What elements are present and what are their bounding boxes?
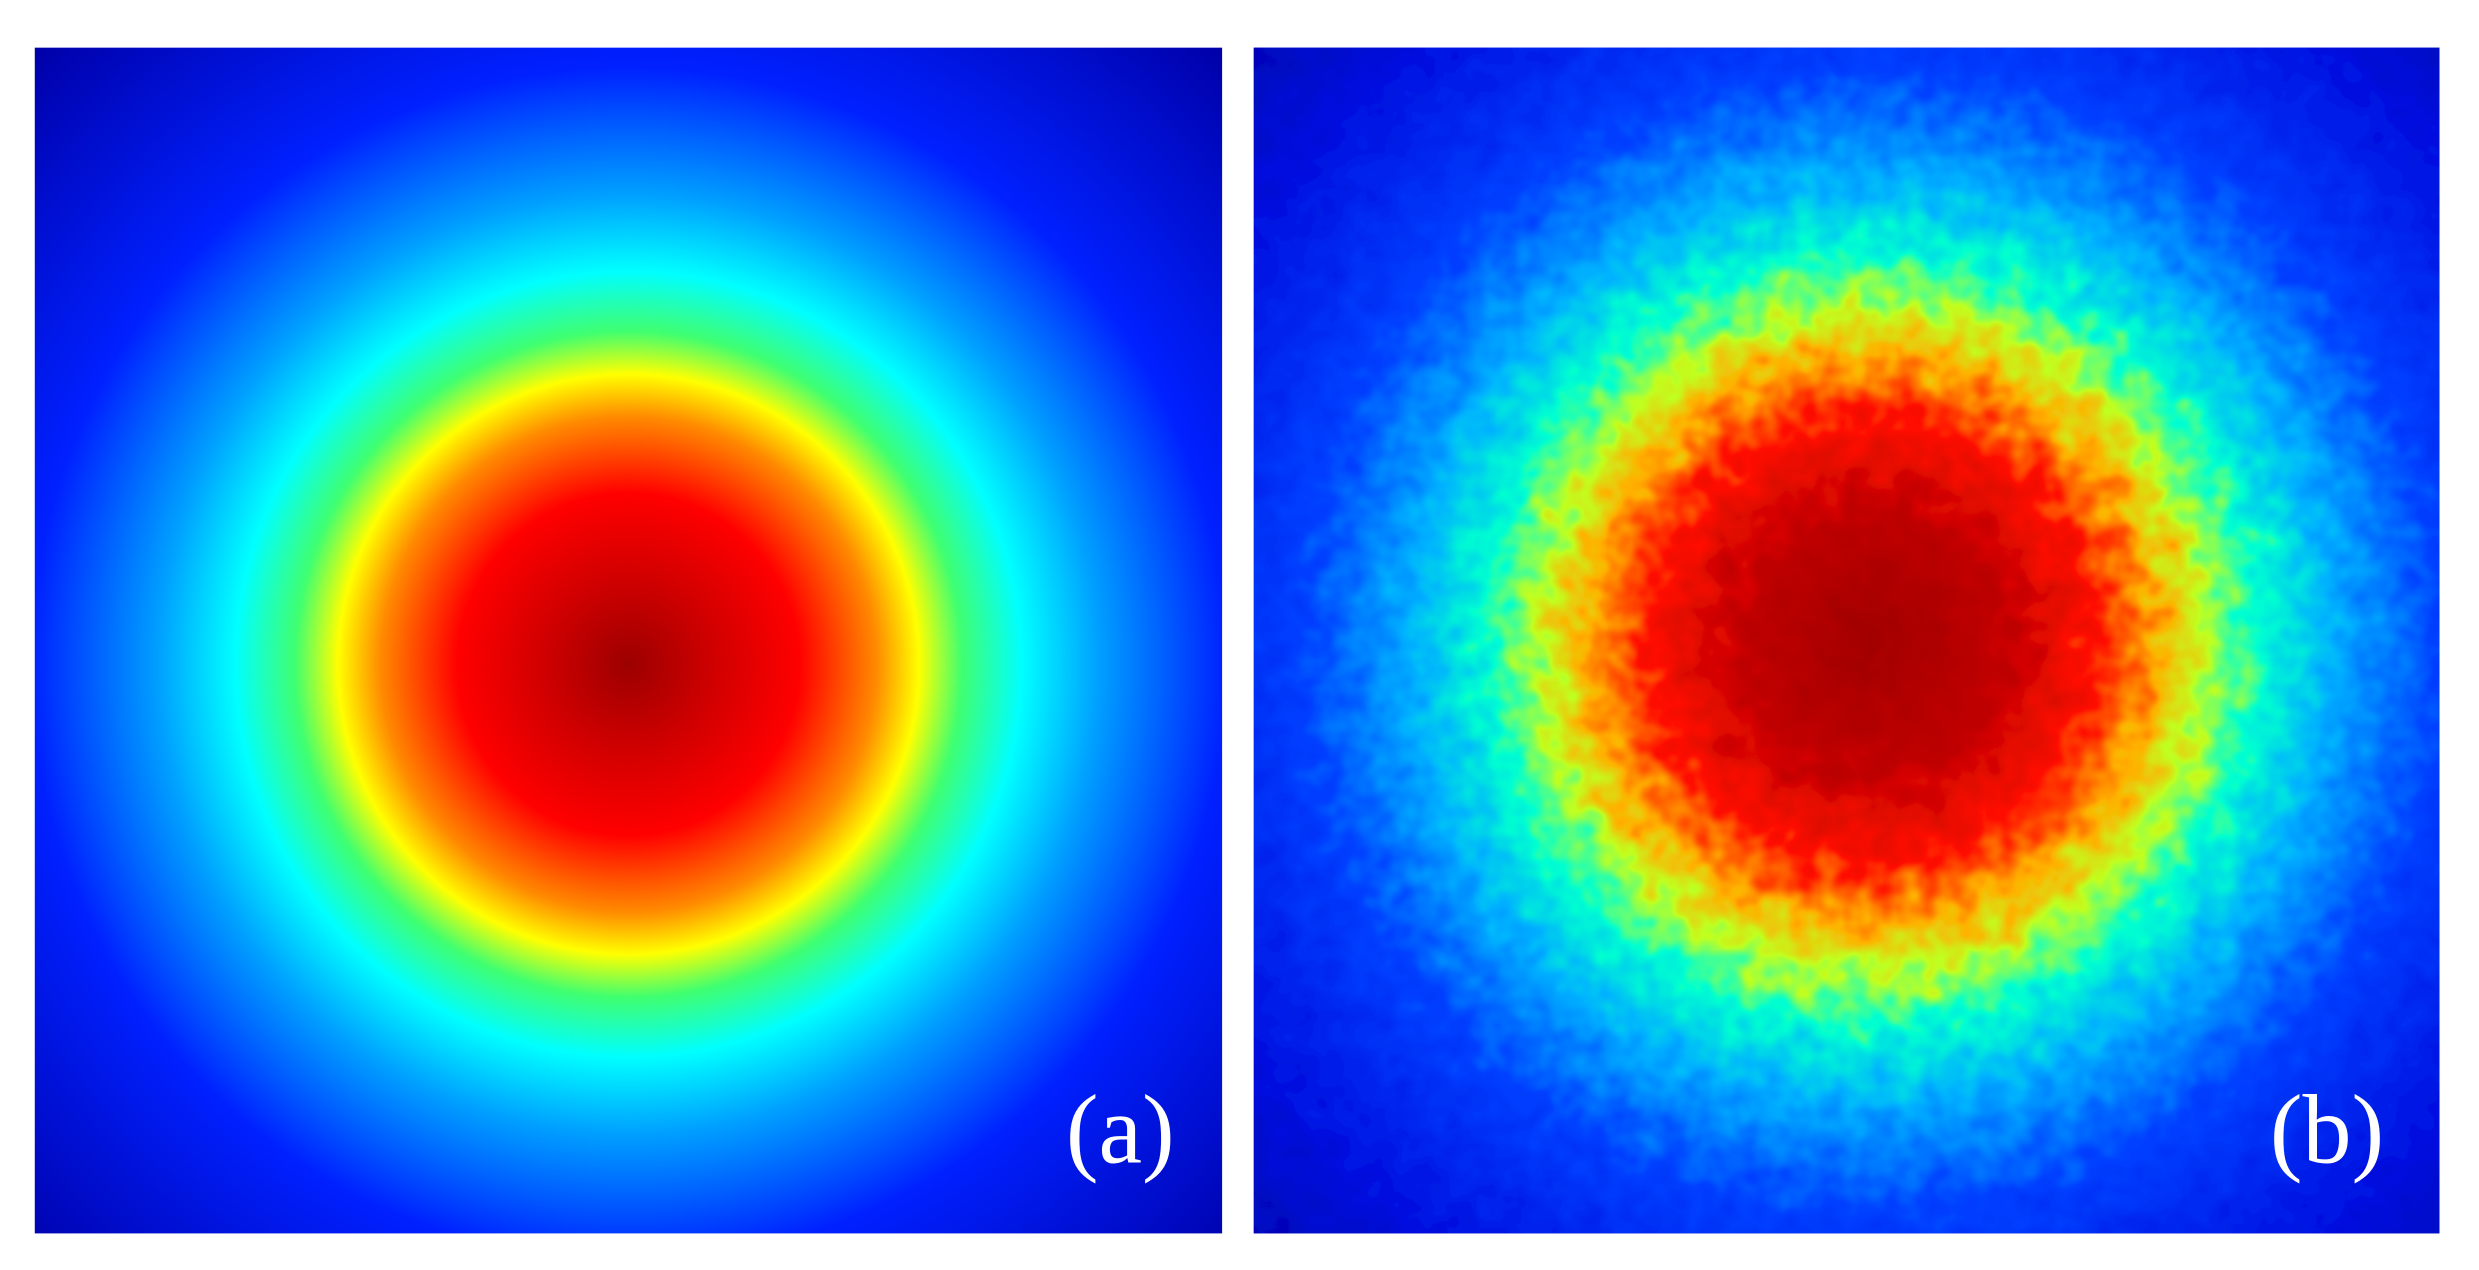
panel-a-image xyxy=(34,47,1223,1234)
panel-b-image xyxy=(1253,47,2440,1234)
panel-label: (a) xyxy=(1066,1076,1175,1184)
panel-label: (b) xyxy=(2270,1076,2384,1184)
